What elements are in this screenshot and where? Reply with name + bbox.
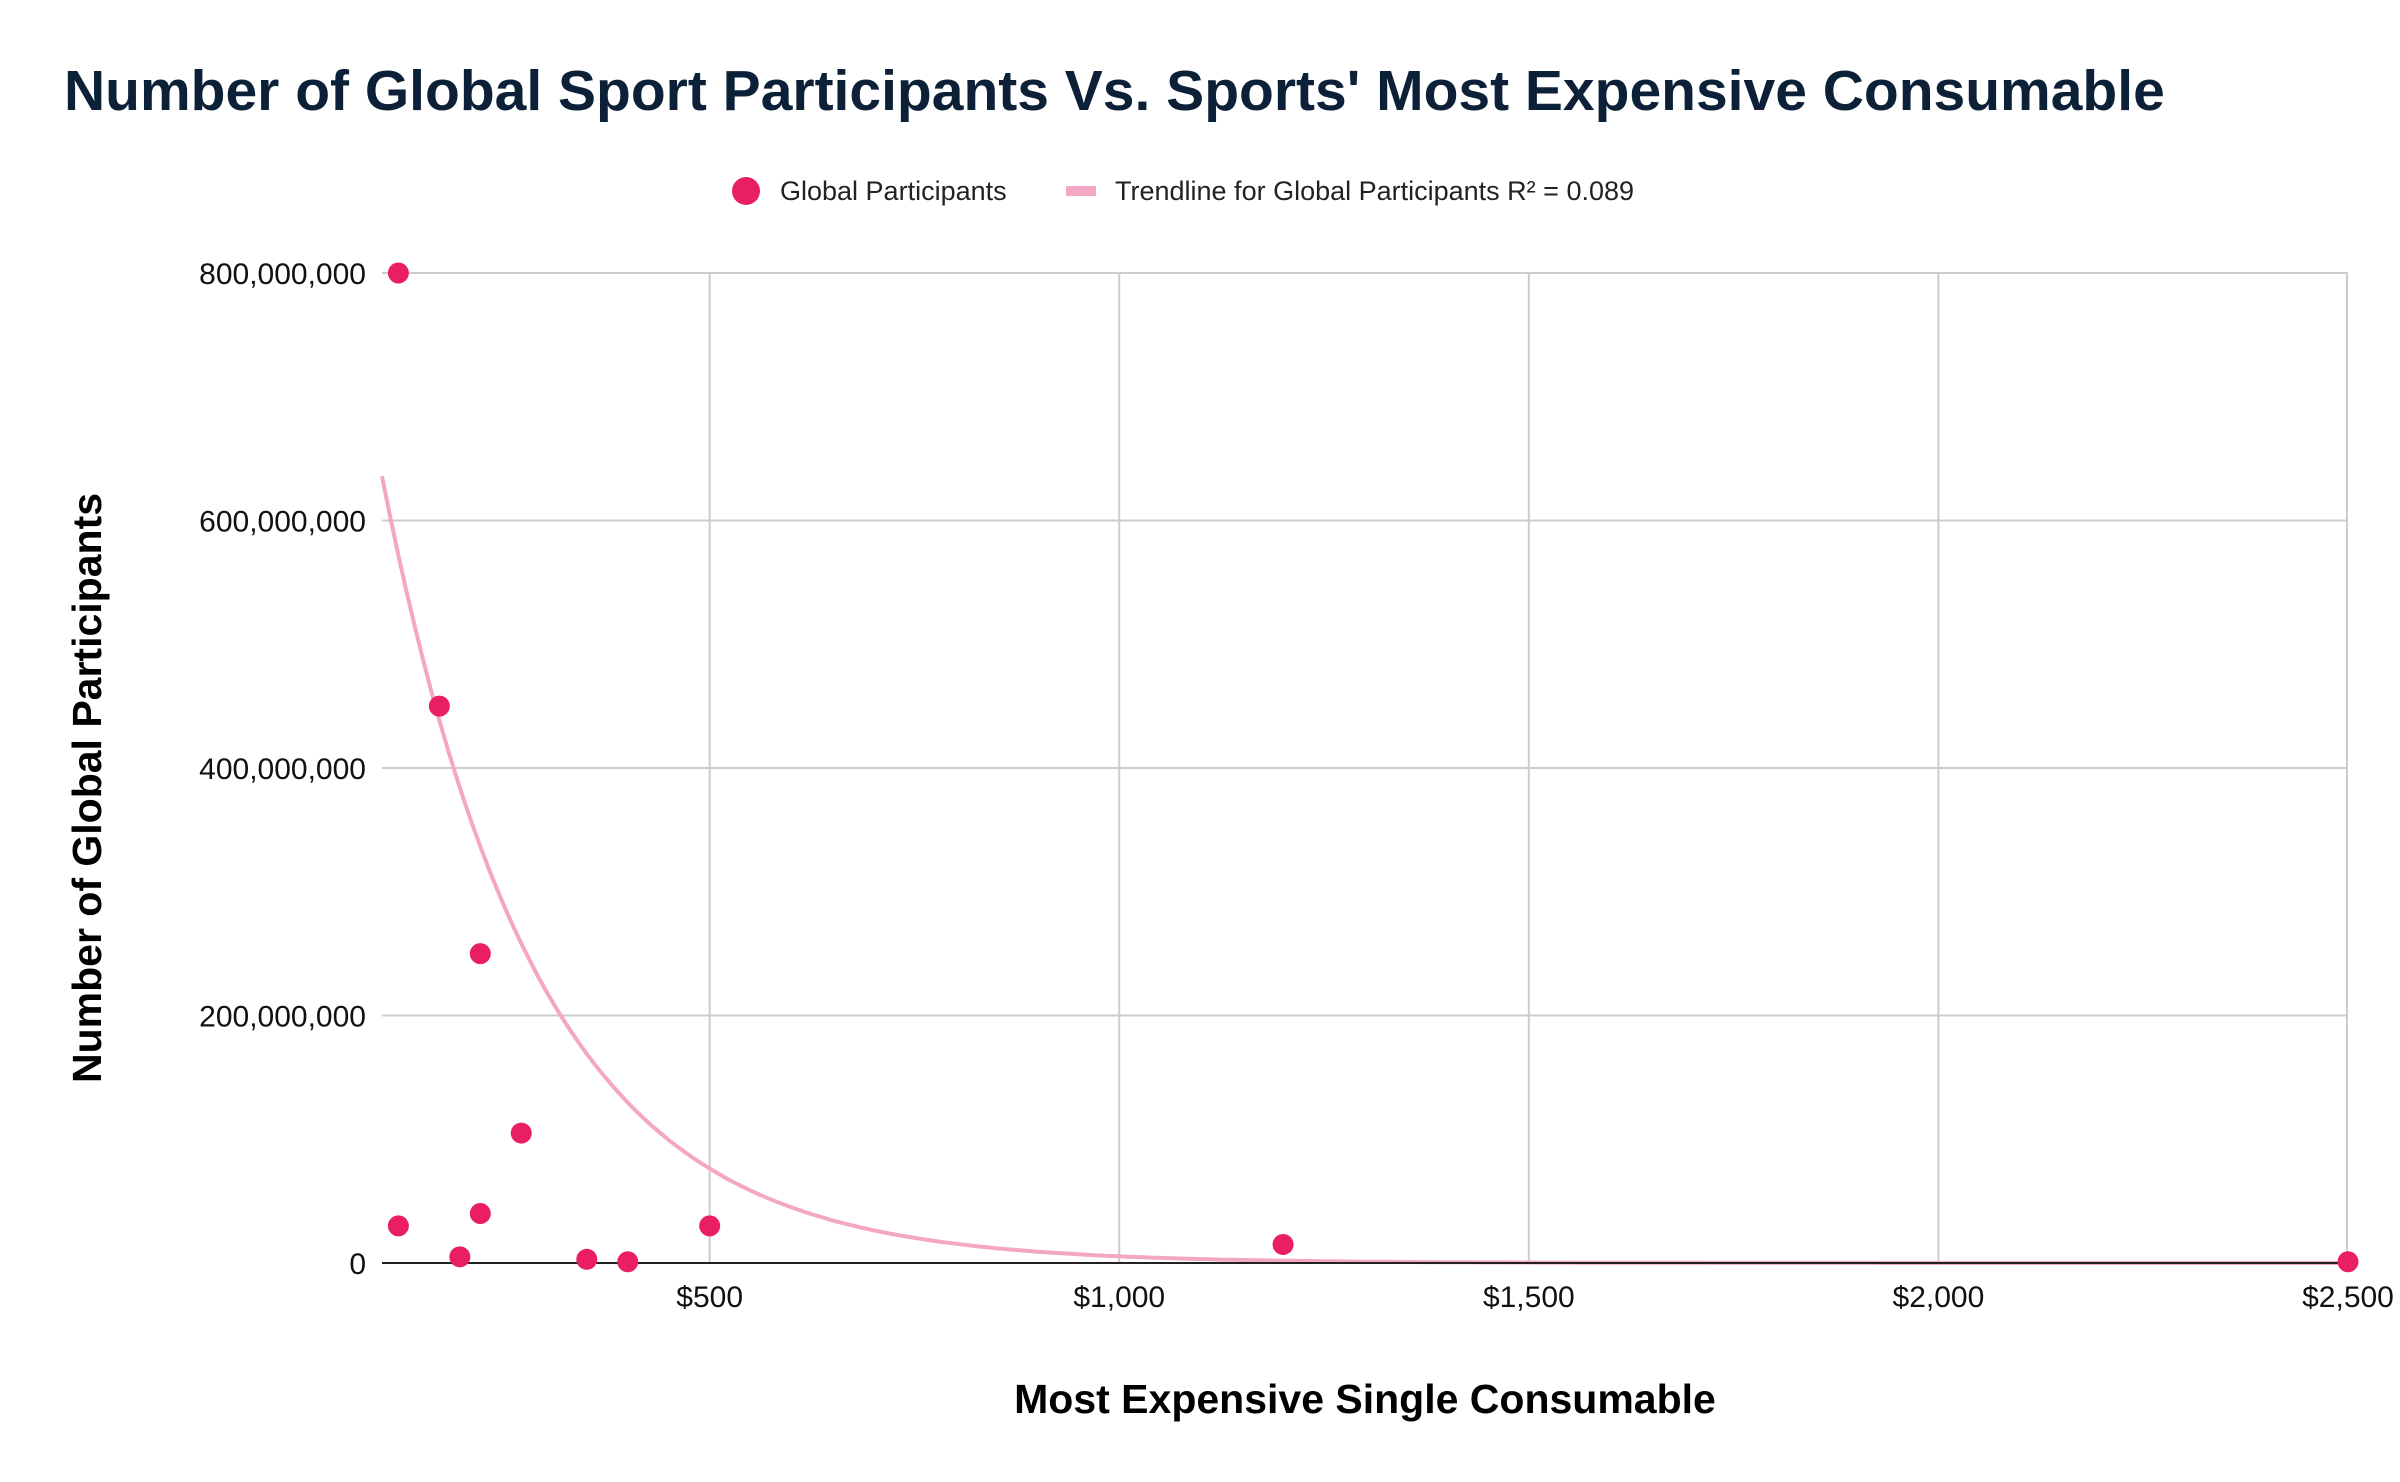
legend-label-global-participants: Global Participants [780,176,1007,206]
chart-title: Number of Global Sport Participants Vs. … [64,59,2165,123]
trendline [380,475,2348,1265]
data-points [387,262,2359,1273]
legend: Global Participants Trendline for Global… [732,176,1634,206]
data-point [428,695,450,717]
data-point [1272,1233,1294,1255]
x-axis-ticks: $500 $1,000 $1,500 $2,000 $2,500 [676,1281,2394,1314]
data-point [510,1122,532,1144]
horizontal-gridlines [382,272,2348,1017]
data-point [469,943,491,965]
x-tick-label: $2,500 [2302,1281,2394,1314]
y-tick-label: 400,000,000 [199,753,366,786]
data-point [617,1251,639,1273]
x-tick-label: $2,000 [1893,1281,1985,1314]
data-point [387,262,409,284]
data-point [469,1203,491,1224]
x-tick-label: $1,000 [1073,1281,1165,1314]
data-point [449,1246,471,1268]
y-tick-label: 200,000,000 [199,1001,366,1034]
y-axis-ticks: 0 200,000,000 400,000,000 600,000,000 800,00… [199,258,366,1281]
x-axis-title: Most Expensive Single Consumable [1014,1376,1716,1422]
y-tick-label: 0 [349,1248,366,1281]
legend-label-trendline: Trendline for Global Participants R² = 0… [1115,176,1634,206]
data-point [576,1248,598,1270]
x-tick-label: $1,500 [1483,1281,1575,1314]
data-point [387,1215,409,1237]
legend-marker-trendline [1066,186,1096,196]
y-tick-label: 800,000,000 [199,258,366,291]
data-point [699,1215,721,1237]
x-tick-label: $500 [676,1281,743,1314]
y-axis-title: Number of Global Participants [64,493,110,1083]
data-point [2337,1251,2359,1273]
y-tick-label: 600,000,000 [199,506,366,539]
legend-marker-global-participants [732,177,760,205]
